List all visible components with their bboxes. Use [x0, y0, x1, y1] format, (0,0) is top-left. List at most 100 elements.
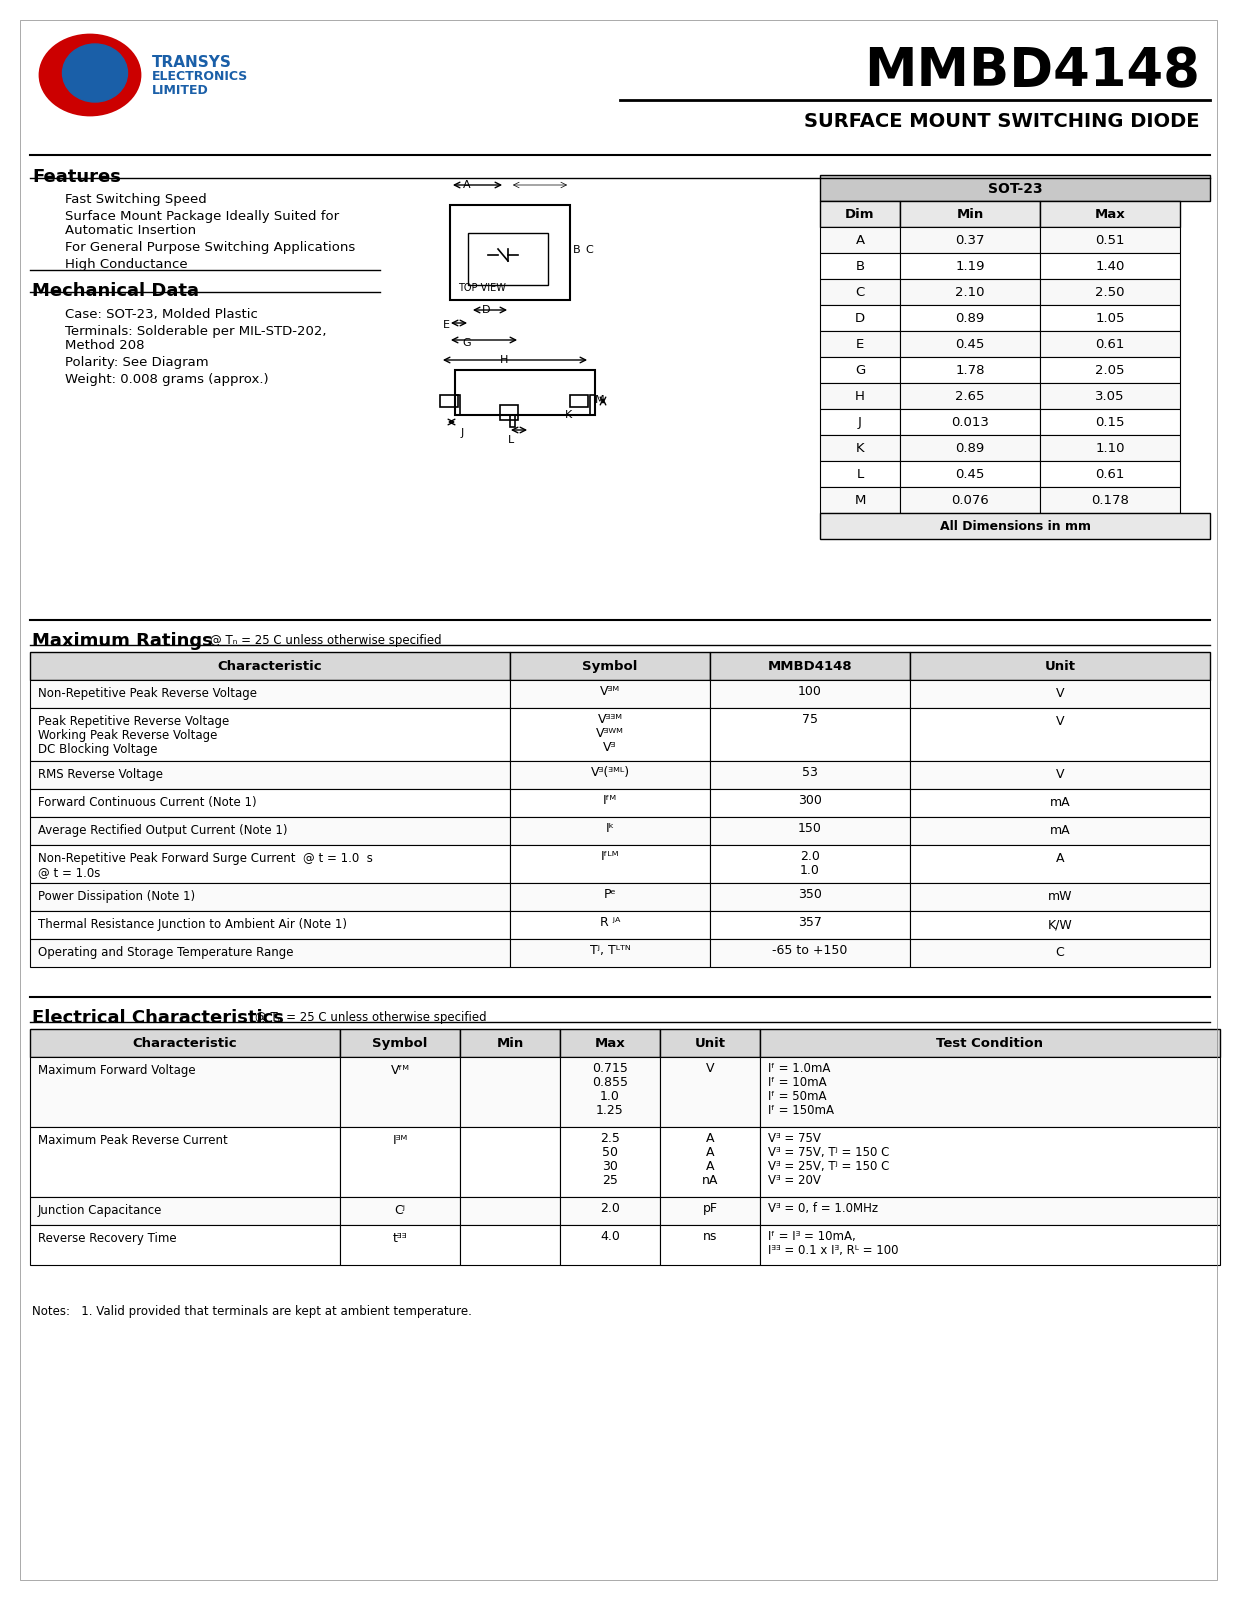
Text: D: D: [855, 312, 865, 325]
Text: Min: Min: [496, 1037, 523, 1050]
Text: Surface Mount Package Ideally Suited for: Surface Mount Package Ideally Suited for: [66, 210, 339, 222]
Text: mA: mA: [1050, 795, 1070, 810]
Text: L: L: [508, 435, 515, 445]
Text: 1.05: 1.05: [1095, 312, 1124, 325]
Bar: [1040, 202, 1180, 227]
Ellipse shape: [40, 35, 140, 115]
Text: Terminals: Solderable per MIL-STD-202,: Terminals: Solderable per MIL-STD-202,: [66, 325, 327, 338]
Text: 0.15: 0.15: [1095, 416, 1124, 429]
Text: 1.0: 1.0: [600, 1090, 620, 1102]
Bar: [820, 306, 901, 331]
Bar: [450, 205, 570, 301]
Text: A: A: [463, 179, 470, 190]
Text: V: V: [706, 1062, 714, 1075]
Bar: [340, 1197, 460, 1226]
Bar: [1040, 306, 1180, 331]
Bar: [901, 202, 1040, 227]
Bar: [510, 845, 710, 883]
Bar: [30, 762, 510, 789]
Text: 0.715: 0.715: [593, 1062, 628, 1075]
Bar: [340, 1226, 460, 1266]
Bar: [510, 707, 710, 762]
Bar: [510, 789, 710, 818]
Bar: [1040, 486, 1180, 514]
Bar: [901, 410, 1040, 435]
Text: 0.89: 0.89: [955, 312, 985, 325]
Bar: [710, 939, 910, 966]
Bar: [510, 414, 515, 427]
Bar: [760, 1126, 1220, 1197]
Text: 1.78: 1.78: [955, 365, 985, 378]
Text: High Conductance: High Conductance: [66, 258, 188, 270]
Text: Case: SOT-23, Molded Plastic: Case: SOT-23, Molded Plastic: [66, 307, 257, 322]
Text: A: A: [706, 1146, 714, 1158]
Bar: [820, 202, 901, 227]
Bar: [30, 939, 510, 966]
Text: Cʲ: Cʲ: [395, 1203, 406, 1218]
Text: Max: Max: [595, 1037, 626, 1050]
Bar: [30, 707, 510, 762]
Bar: [460, 1126, 560, 1197]
Bar: [710, 653, 910, 680]
Bar: [910, 939, 1210, 966]
Text: 2.05: 2.05: [1095, 365, 1124, 378]
Bar: [820, 382, 901, 410]
Bar: [820, 514, 1210, 539]
Text: pF: pF: [703, 1202, 717, 1214]
Text: V: V: [1055, 686, 1064, 701]
Bar: [560, 1058, 661, 1126]
Bar: [1040, 461, 1180, 486]
Text: All Dimensions in mm: All Dimensions in mm: [939, 520, 1091, 533]
Text: Working Peak Reverse Voltage: Working Peak Reverse Voltage: [38, 730, 218, 742]
Text: tᴲᴲ: tᴲᴲ: [392, 1232, 407, 1245]
Bar: [510, 939, 710, 966]
Text: Iᶠᴸᴹ: Iᶠᴸᴹ: [601, 850, 620, 862]
Text: Iᴲᴹ: Iᴲᴹ: [392, 1134, 408, 1147]
Text: LIMITED: LIMITED: [152, 83, 209, 98]
Text: C: C: [585, 245, 593, 254]
Bar: [30, 1197, 340, 1226]
Text: 0.076: 0.076: [951, 494, 988, 507]
Text: 50: 50: [602, 1146, 618, 1158]
Bar: [30, 680, 510, 707]
Text: Forward Continuous Current (Note 1): Forward Continuous Current (Note 1): [38, 795, 256, 810]
Text: Junction Capacitance: Junction Capacitance: [38, 1203, 162, 1218]
Bar: [455, 370, 595, 414]
Text: 2.0: 2.0: [800, 850, 820, 862]
Bar: [820, 410, 901, 435]
Text: Unit: Unit: [1044, 659, 1075, 674]
Bar: [560, 1126, 661, 1197]
Text: For General Purpose Switching Applications: For General Purpose Switching Applicatio…: [66, 242, 355, 254]
Bar: [1040, 382, 1180, 410]
Text: H: H: [855, 390, 865, 403]
Bar: [710, 883, 910, 910]
Text: Characteristic: Characteristic: [218, 659, 323, 674]
Text: Iᶠ = Iᴲ = 10mA,: Iᶠ = Iᴲ = 10mA,: [768, 1230, 856, 1243]
Text: Vᴲᵂᴹ: Vᴲᵂᴹ: [596, 726, 623, 739]
Bar: [30, 653, 510, 680]
Bar: [661, 1197, 760, 1226]
Text: 0.51: 0.51: [1095, 234, 1124, 246]
Bar: [820, 253, 901, 278]
Bar: [760, 1197, 1220, 1226]
Text: Vᴲ = 25V, Tʲ = 150 C: Vᴲ = 25V, Tʲ = 150 C: [768, 1160, 889, 1173]
Bar: [468, 234, 548, 285]
Text: Non-Repetitive Peak Reverse Voltage: Non-Repetitive Peak Reverse Voltage: [38, 686, 257, 701]
Text: ELECTRONICS: ELECTRONICS: [152, 70, 249, 83]
Text: V: V: [1055, 768, 1064, 781]
Bar: [910, 680, 1210, 707]
Text: H: H: [500, 355, 508, 365]
Text: 0.61: 0.61: [1095, 467, 1124, 482]
Bar: [30, 910, 510, 939]
Text: Polarity: See Diagram: Polarity: See Diagram: [66, 357, 209, 370]
Text: Peak Repetitive Reverse Voltage: Peak Repetitive Reverse Voltage: [38, 715, 229, 728]
Bar: [460, 1197, 560, 1226]
Text: 2.0: 2.0: [600, 1202, 620, 1214]
Bar: [30, 1126, 340, 1197]
Bar: [30, 1029, 340, 1058]
Text: @ t = 1.0s: @ t = 1.0s: [38, 866, 100, 878]
Text: RMS Reverse Voltage: RMS Reverse Voltage: [38, 768, 163, 781]
Bar: [1040, 253, 1180, 278]
Bar: [30, 845, 510, 883]
Text: @ Tₙ = 25 C unless otherwise specified: @ Tₙ = 25 C unless otherwise specified: [255, 1011, 486, 1024]
